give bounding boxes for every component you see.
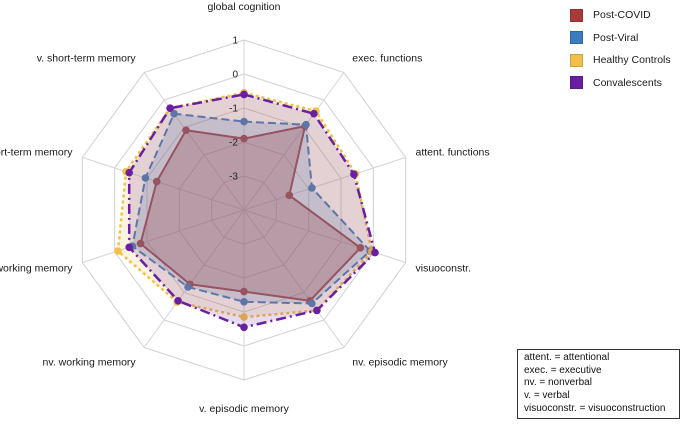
- tick-label: -2: [229, 138, 238, 149]
- legend-label: Post-Viral: [593, 31, 639, 44]
- axis-labels: global cognition exec. functions attent. f…: [0, 1, 490, 415]
- data-point: [240, 90, 248, 99]
- axis-label-nv-short-term-memory: nv. short-term memory: [0, 146, 73, 158]
- data-point: [184, 283, 192, 291]
- data-point: [136, 239, 145, 248]
- grid-spoke: [143, 72, 245, 211]
- legend-swatch: [570, 8, 583, 22]
- data-point: [240, 323, 248, 332]
- abbreviation-line: nv. = nonverbal: [524, 377, 592, 389]
- legend-label: Post-COVID: [593, 9, 651, 22]
- axis-label-attent-functions: attent. functions: [416, 146, 490, 158]
- tick-label: 1: [232, 36, 238, 47]
- series-post-covid: [136, 122, 365, 305]
- legend-label: Convalescents: [593, 76, 662, 89]
- data-point: [125, 168, 133, 177]
- data-point: [152, 177, 161, 186]
- grid-spoke: [243, 72, 345, 211]
- legend-item-post-viral: Post-Viral: [570, 27, 682, 50]
- axis-label-global-cognition: global cognition: [208, 1, 281, 13]
- data-point: [141, 174, 150, 182]
- data-point: [313, 306, 321, 315]
- radar-series: [114, 88, 379, 332]
- data-point: [308, 184, 316, 192]
- abbreviation-line: exec. = executive: [524, 364, 602, 376]
- abbreviation-line: v. = verbal: [524, 390, 570, 402]
- series-convalescents: [125, 90, 379, 332]
- series-post-viral: [128, 109, 374, 308]
- legend-item-convalescents: Convalescents: [570, 72, 682, 95]
- abbreviation-line: visuoconstr. = visuoconstruction: [524, 402, 666, 414]
- legend-label: Healthy Controls: [593, 54, 671, 67]
- data-point: [308, 299, 316, 308]
- data-point: [240, 117, 248, 126]
- legend-item-post-covid: Post-COVID: [570, 4, 682, 27]
- axis-label-nv-episodic-memory: nv. episodic memory: [352, 357, 448, 369]
- tick-label: -3: [229, 172, 238, 183]
- legend-swatch: [570, 53, 583, 67]
- grid-spoke: [243, 157, 406, 211]
- series-polygon: [116, 91, 373, 319]
- data-point: [170, 109, 178, 118]
- legend-item-healthy-controls: Healthy Controls: [570, 49, 682, 72]
- grid-spoke: [82, 209, 245, 263]
- tick-label: -1: [229, 104, 238, 115]
- axis-label-v-working-memory: v. working memory: [0, 263, 73, 275]
- series-polygon: [131, 112, 372, 305]
- legend: Post-COVID Post-Viral Healthy Controls C…: [570, 4, 682, 94]
- radar-grid: [81, 39, 407, 381]
- axis-label-v-episodic-memory: v. episodic memory: [199, 403, 289, 415]
- grid-spoke: [143, 209, 245, 348]
- abbreviation-line: attent. = attentional: [524, 352, 610, 363]
- data-point: [240, 287, 248, 296]
- axis-label-nv-working-memory: nv. working memory: [43, 357, 137, 369]
- axis-label-v-short-term-memory: v. short-term memory: [37, 52, 137, 64]
- data-point: [302, 120, 310, 129]
- data-point: [125, 243, 133, 252]
- radial-tick-labels: 1 0 -1 -2 -3: [229, 36, 238, 183]
- data-point: [356, 244, 365, 252]
- data-point: [310, 109, 318, 118]
- data-point: [371, 248, 379, 257]
- abbreviation-box: attent. = attentional exec. = executive …: [517, 349, 680, 419]
- data-point: [240, 298, 248, 306]
- grid-spoke: [243, 209, 345, 348]
- axis-label-exec-functions: exec. functions: [352, 52, 422, 64]
- grid-spoke: [82, 157, 245, 211]
- data-point: [174, 297, 182, 305]
- data-point: [240, 134, 248, 143]
- data-point: [285, 191, 294, 200]
- data-point: [182, 126, 190, 134]
- data-point: [350, 170, 358, 179]
- data-point: [166, 104, 174, 112]
- legend-swatch: [570, 31, 583, 45]
- tick-label: 0: [232, 70, 238, 81]
- data-point: [240, 313, 248, 321]
- legend-swatch: [570, 76, 583, 90]
- grid-spoke: [243, 209, 406, 263]
- axis-label-visuoconstr: visuoconstr.: [416, 263, 471, 275]
- data-point: [114, 247, 122, 255]
